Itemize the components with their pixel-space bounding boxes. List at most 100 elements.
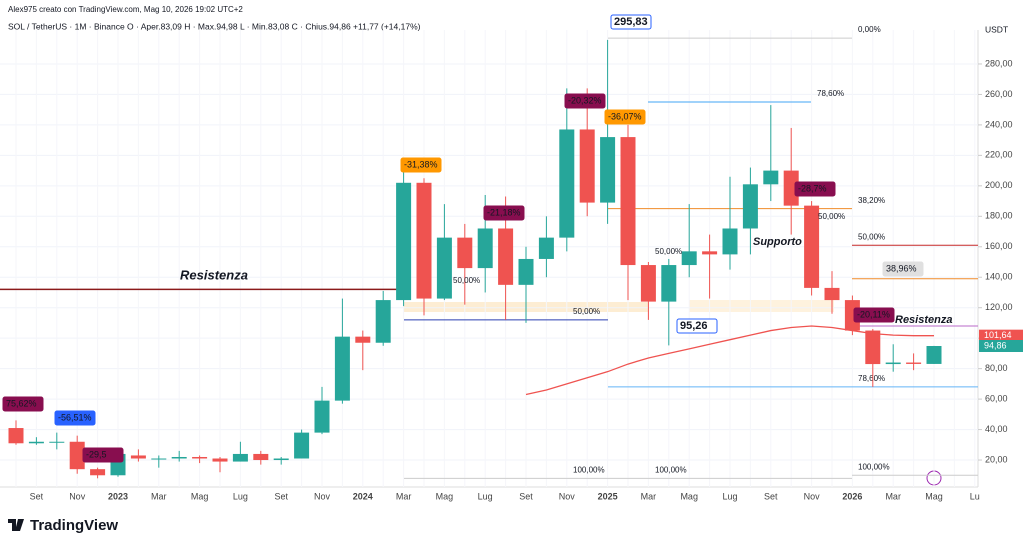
price-label: 94,86 bbox=[984, 340, 1007, 350]
candle-body bbox=[804, 205, 820, 288]
brand: TradingView bbox=[30, 517, 118, 534]
y-tick-label: 120,00 bbox=[985, 302, 1013, 312]
x-tick-label: Nov bbox=[559, 491, 576, 501]
level-label: 50,00% bbox=[573, 307, 600, 316]
candle-body bbox=[273, 458, 289, 461]
x-tick-label: Mag bbox=[191, 491, 209, 501]
annotation-box bbox=[564, 93, 606, 109]
annotation-box bbox=[483, 205, 525, 221]
x-tick-label: Lug bbox=[233, 491, 248, 501]
y-tick-label: 220,00 bbox=[985, 150, 1013, 160]
annotation: -20,11% bbox=[857, 309, 890, 319]
x-tick-label: 2024 bbox=[353, 491, 373, 501]
x-tick-label: Set bbox=[519, 491, 533, 501]
annotation: Resistenza bbox=[180, 267, 248, 282]
annotation: 50,00% bbox=[655, 247, 682, 256]
annotation: Resistenza bbox=[895, 314, 952, 326]
candle-body bbox=[620, 137, 636, 266]
candle-body bbox=[742, 184, 758, 229]
y-tick-label: 80,00 bbox=[985, 363, 1008, 373]
level-label: 78,60% bbox=[817, 89, 844, 98]
level-label: 100,00% bbox=[655, 465, 687, 474]
annotation-box bbox=[882, 261, 924, 277]
level-label: 78,60% bbox=[858, 374, 885, 383]
candle-body bbox=[314, 400, 330, 433]
x-tick-label: 2023 bbox=[108, 491, 128, 501]
candle-body bbox=[763, 170, 779, 185]
annotation-box bbox=[604, 109, 646, 125]
annotation: 95,26 bbox=[680, 320, 708, 332]
annotation: 50,00% bbox=[453, 276, 480, 285]
x-tick-label: Set bbox=[764, 491, 778, 501]
candle-body bbox=[49, 441, 65, 443]
y-tick-label: 240,00 bbox=[985, 119, 1013, 129]
candle-body bbox=[498, 228, 514, 285]
annotation-box bbox=[676, 318, 718, 334]
annotation-box bbox=[794, 181, 836, 197]
annotation: Supporto bbox=[753, 236, 802, 248]
annotation: -36,07% bbox=[608, 111, 642, 121]
brand-logo bbox=[8, 519, 24, 531]
x-tick-label: Mar bbox=[151, 491, 167, 501]
annotation-box bbox=[853, 307, 895, 323]
y-tick-label: 200,00 bbox=[985, 180, 1013, 190]
candle-body bbox=[130, 455, 146, 459]
x-tick-label: Lug bbox=[478, 491, 493, 501]
x-tick-label: 2026 bbox=[842, 491, 862, 501]
y-tick-label: 260,00 bbox=[985, 89, 1013, 99]
y-tick-label: 180,00 bbox=[985, 211, 1013, 221]
candle-body bbox=[375, 300, 391, 343]
annotation-box bbox=[400, 157, 442, 173]
level-label: 50,00% bbox=[858, 232, 885, 241]
price-label-box bbox=[979, 329, 1023, 342]
y-tick-label: 160,00 bbox=[985, 241, 1013, 251]
annotation: -20,32% bbox=[568, 95, 602, 105]
candle-body bbox=[294, 432, 310, 459]
annotation: 38,96% bbox=[886, 263, 917, 273]
candle-body bbox=[253, 453, 269, 461]
annotation: 295,83 bbox=[614, 16, 648, 28]
candle-body bbox=[885, 362, 901, 365]
candle-body bbox=[355, 336, 371, 343]
x-tick-label: Lu bbox=[970, 491, 980, 501]
candle-body bbox=[69, 441, 85, 470]
candle-body bbox=[722, 228, 738, 255]
x-tick-label: Mag bbox=[925, 491, 943, 501]
candle-body bbox=[151, 458, 167, 460]
x-tick-label: Mag bbox=[680, 491, 698, 501]
x-tick-label: Set bbox=[274, 491, 288, 501]
candle-body bbox=[640, 265, 656, 302]
candle-body bbox=[926, 346, 942, 364]
level-label: 38,20% bbox=[858, 196, 885, 205]
candle-body bbox=[90, 469, 106, 476]
y-tick-label: 140,00 bbox=[985, 272, 1013, 282]
annotation: 75,62% bbox=[6, 398, 37, 408]
y-tick-label: 60,00 bbox=[985, 393, 1008, 403]
level-label: 100,00% bbox=[858, 462, 890, 471]
x-tick-label: Set bbox=[30, 491, 44, 501]
annotation-box bbox=[610, 14, 652, 30]
candle-body bbox=[702, 251, 718, 255]
price-label-box bbox=[979, 340, 1023, 353]
candle-body bbox=[232, 453, 248, 462]
candle-body bbox=[477, 228, 493, 269]
currency: USDT bbox=[985, 24, 1008, 34]
candle-body bbox=[416, 182, 432, 299]
legend-line: SOL / TetherUS · 1M · Binance O · Aper.8… bbox=[8, 21, 421, 31]
candle-body bbox=[559, 129, 575, 238]
candle-body bbox=[906, 362, 922, 364]
annotation-box bbox=[2, 396, 44, 412]
candle-body bbox=[518, 258, 534, 285]
level-label: 0,00% bbox=[858, 25, 881, 34]
x-tick-label: Lug bbox=[722, 491, 737, 501]
x-tick-label: Nov bbox=[69, 491, 86, 501]
candle-body bbox=[457, 237, 473, 269]
annotation: -31,38% bbox=[404, 159, 438, 169]
candle-body bbox=[8, 428, 24, 444]
zone bbox=[689, 300, 834, 312]
candle-body bbox=[783, 170, 799, 206]
y-tick-label: 280,00 bbox=[985, 58, 1013, 68]
x-tick-label: Mag bbox=[436, 491, 454, 501]
credit: Alex975 creato con TradingView.com, Mag … bbox=[8, 5, 243, 14]
annotation: 50,00% bbox=[818, 212, 845, 221]
